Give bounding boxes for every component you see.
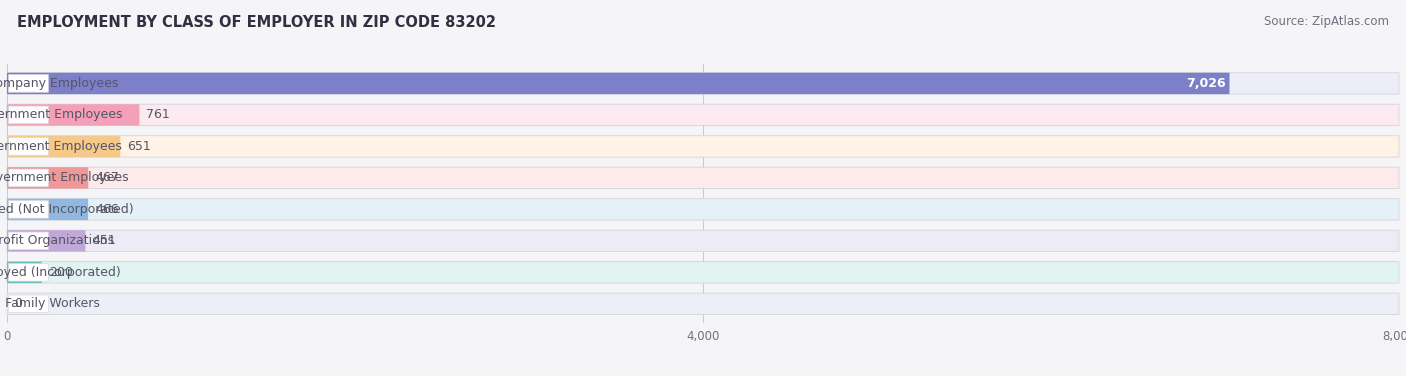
Text: Source: ZipAtlas.com: Source: ZipAtlas.com bbox=[1264, 15, 1389, 28]
Text: Private Company Employees: Private Company Employees bbox=[0, 77, 118, 90]
Text: 467: 467 bbox=[96, 171, 120, 184]
FancyBboxPatch shape bbox=[7, 104, 139, 126]
FancyBboxPatch shape bbox=[7, 73, 1399, 94]
FancyBboxPatch shape bbox=[8, 138, 48, 155]
FancyBboxPatch shape bbox=[7, 167, 89, 189]
FancyBboxPatch shape bbox=[8, 74, 48, 92]
FancyBboxPatch shape bbox=[7, 73, 1229, 94]
Text: 466: 466 bbox=[96, 203, 118, 216]
FancyBboxPatch shape bbox=[7, 230, 1399, 252]
Text: Federal Government Employees: Federal Government Employees bbox=[0, 171, 129, 184]
FancyBboxPatch shape bbox=[7, 136, 1399, 157]
FancyBboxPatch shape bbox=[7, 293, 1399, 315]
Text: EMPLOYMENT BY CLASS OF EMPLOYER IN ZIP CODE 83202: EMPLOYMENT BY CLASS OF EMPLOYER IN ZIP C… bbox=[17, 15, 496, 30]
Text: Self-Employed (Not Incorporated): Self-Employed (Not Incorporated) bbox=[0, 203, 134, 216]
Text: 761: 761 bbox=[146, 108, 170, 121]
Text: Unpaid Family Workers: Unpaid Family Workers bbox=[0, 297, 100, 310]
Text: Self-Employed (Incorporated): Self-Employed (Incorporated) bbox=[0, 266, 121, 279]
FancyBboxPatch shape bbox=[8, 232, 48, 250]
FancyBboxPatch shape bbox=[8, 264, 48, 281]
FancyBboxPatch shape bbox=[7, 199, 89, 220]
Text: State Government Employees: State Government Employees bbox=[0, 108, 122, 121]
FancyBboxPatch shape bbox=[8, 200, 48, 218]
FancyBboxPatch shape bbox=[7, 199, 1399, 220]
FancyBboxPatch shape bbox=[7, 136, 121, 157]
Text: 7,026: 7,026 bbox=[1187, 77, 1226, 90]
Text: 200: 200 bbox=[49, 266, 73, 279]
Text: 651: 651 bbox=[128, 140, 150, 153]
FancyBboxPatch shape bbox=[7, 167, 1399, 189]
FancyBboxPatch shape bbox=[8, 295, 48, 313]
FancyBboxPatch shape bbox=[7, 230, 86, 252]
Text: Not-for-profit Organizations: Not-for-profit Organizations bbox=[0, 234, 114, 247]
FancyBboxPatch shape bbox=[8, 106, 48, 124]
FancyBboxPatch shape bbox=[8, 169, 48, 187]
FancyBboxPatch shape bbox=[7, 262, 42, 283]
Text: Local Government Employees: Local Government Employees bbox=[0, 140, 122, 153]
FancyBboxPatch shape bbox=[7, 262, 1399, 283]
FancyBboxPatch shape bbox=[7, 104, 1399, 126]
Text: 0: 0 bbox=[14, 297, 22, 310]
Text: 451: 451 bbox=[93, 234, 117, 247]
